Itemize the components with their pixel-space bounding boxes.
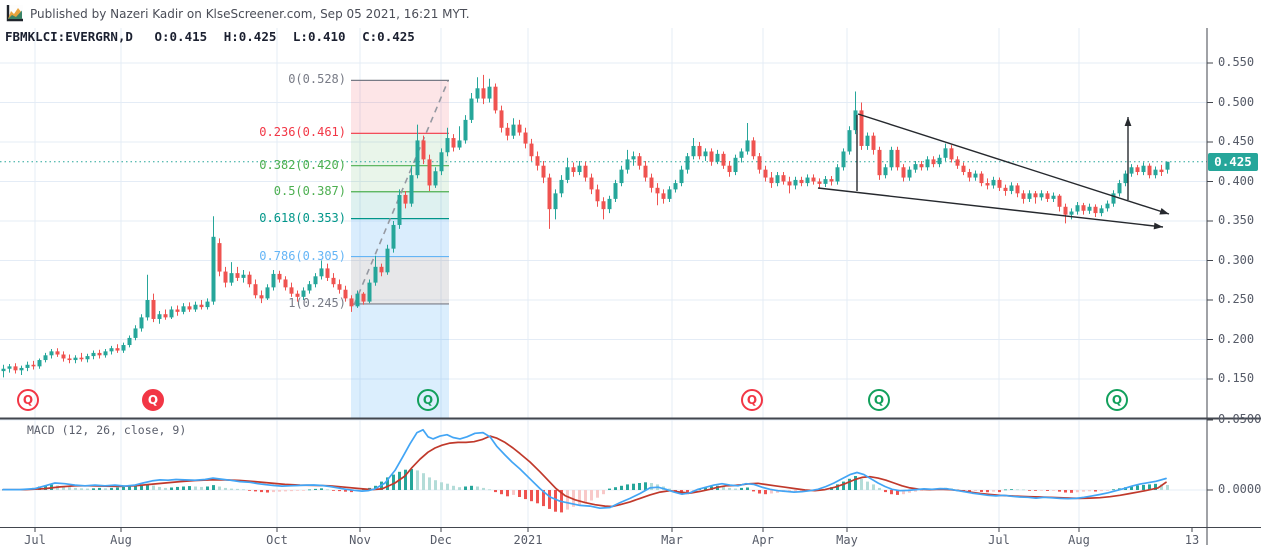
time-axis-label: 2021	[513, 533, 543, 547]
price-tick-label: 0.500	[1218, 94, 1255, 109]
close-value: C:0.425	[362, 29, 415, 44]
publisher-line: Published by Nazeri Kadir on KlseScreene…	[30, 6, 470, 21]
open-value: O:0.415	[154, 29, 208, 44]
time-axis[interactable]	[0, 528, 1207, 549]
price-tick-label: 0.150	[1218, 371, 1255, 385]
time-axis-label: Aug	[1068, 533, 1090, 547]
publisher-bar: Published by Nazeri Kadir on KlseScreene…	[6, 5, 470, 22]
macd-main-line	[2, 428, 1167, 510]
macd-signal-line	[2, 435, 1167, 508]
price-tick-label: 0.400	[1218, 173, 1255, 188]
time-axis-label: Apr	[752, 533, 774, 547]
klsescreener-logo-icon	[6, 5, 23, 22]
price-tick-label: 0.350	[1218, 213, 1255, 227]
fib-level-label: 0.786(0.305)	[259, 248, 346, 263]
time-axis-label: 13	[1184, 533, 1200, 547]
quarterly-marker[interactable]: Q	[417, 389, 439, 411]
fib-level-label: 0.236(0.461)	[259, 125, 346, 140]
time-axis-label: Dec	[430, 533, 452, 547]
symbol-name: FBMKLCI:EVERGRN,D	[5, 29, 133, 44]
fib-retracement-layer	[351, 79, 449, 418]
fib-level-label: 0.618(0.353)	[259, 210, 346, 225]
macd-indicator-label: MACD (12, 26, close, 9)	[27, 423, 187, 437]
time-axis-label: May	[836, 533, 858, 547]
borders-layer	[0, 28, 1261, 545]
quarterly-marker[interactable]: Q	[868, 389, 890, 411]
fib-level-label: 0(0.528)	[288, 72, 346, 87]
price-tick-label: 0.550	[1218, 55, 1255, 69]
symbol-title-bar: FBMKLCI:EVERGRN,D O:0.415 H:0.425 L:0.41…	[5, 29, 424, 44]
time-axis-label: Mar	[661, 533, 683, 547]
time-axis-label: Jul	[988, 533, 1010, 547]
quarterly-marker[interactable]: Q	[1106, 389, 1128, 411]
trend-annotations-layer	[817, 113, 1170, 230]
price-tick-label: 0.200	[1218, 331, 1255, 346]
macd-layer	[2, 428, 1169, 513]
fib-level-label: 1(0.245)	[288, 295, 346, 310]
price-tick-label: 0.300	[1218, 252, 1255, 267]
quarterly-marker[interactable]: Q	[142, 389, 164, 411]
fib-level-label: 0.5(0.387)	[273, 183, 346, 198]
candlesticks-layer	[1, 74, 1170, 378]
dashed-trend-line	[353, 80, 449, 306]
price-tick-label: 0.250	[1218, 292, 1255, 306]
quarterly-marker[interactable]: Q	[741, 389, 763, 411]
price-tick-label: 0.450	[1218, 134, 1255, 148]
macd-tick-label: 0.0500	[1218, 412, 1261, 426]
time-axis-label: Nov	[349, 533, 371, 547]
macd-tick-label: 0.0000	[1218, 482, 1261, 496]
high-value: H:0.425	[223, 29, 277, 44]
time-axis-label: Oct	[266, 533, 288, 547]
fib-level-label: 0.382(0.420)	[259, 157, 346, 172]
time-axis-label: Jul	[24, 533, 46, 547]
quarterly-marker[interactable]: Q	[17, 389, 39, 411]
time-axis-label: Aug	[110, 533, 132, 547]
low-value: L:0.410	[292, 29, 346, 44]
gridlines-layer	[0, 28, 1207, 527]
last-price-tag: 0.425	[1208, 152, 1258, 171]
